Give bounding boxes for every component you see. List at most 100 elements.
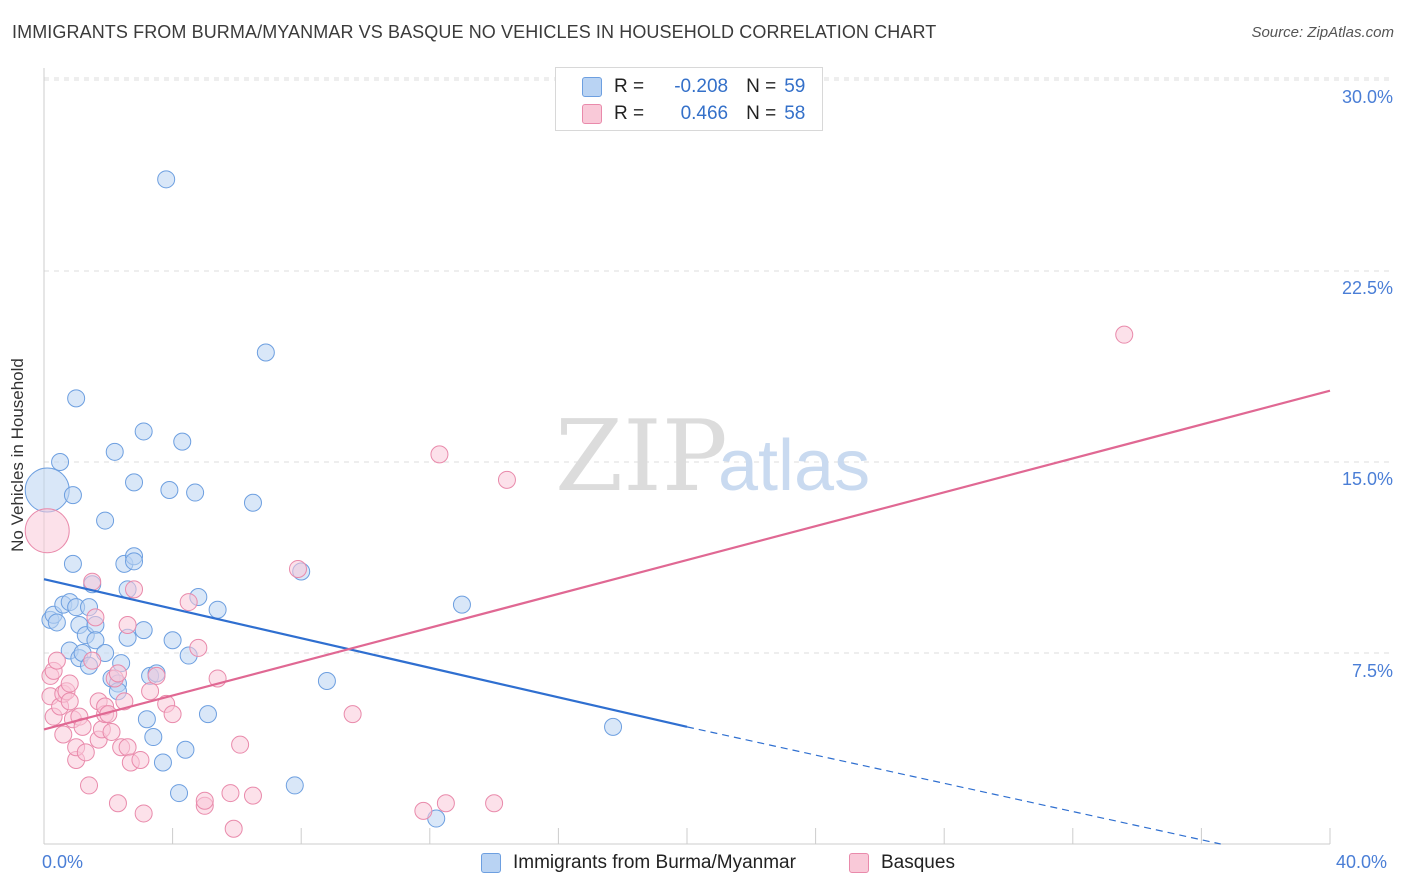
data-point: [67, 389, 86, 408]
data-point: [144, 728, 163, 747]
legend-item-basques: Basques: [849, 852, 955, 874]
y-axis-label: No Vehicles in Household: [8, 358, 27, 552]
data-point: [137, 710, 156, 729]
trend-line-burma: [43, 578, 688, 728]
data-point: [285, 776, 304, 795]
x-tick-label: 0.0%: [42, 852, 84, 872]
data-point: [221, 784, 240, 803]
data-point: [189, 638, 208, 657]
legend-item-burma: Immigrants from Burma/Myanmar: [481, 852, 796, 874]
data-point: [63, 554, 82, 573]
data-point: [179, 593, 198, 612]
data-point: [63, 486, 82, 505]
data-point: [1115, 325, 1134, 344]
legend-swatch-pink: [582, 104, 602, 124]
data-point: [436, 794, 455, 813]
r-value: 0.466: [680, 103, 729, 124]
data-point: [186, 483, 205, 502]
data-point: [125, 580, 144, 599]
data-point: [430, 445, 449, 464]
data-point: [83, 572, 102, 591]
correlation-legend: R = -0.208 N = 59 R = 0.466 N = 58: [555, 67, 823, 131]
data-point: [243, 493, 262, 512]
data-point: [231, 735, 250, 754]
data-point: [147, 666, 166, 685]
data-point: [134, 422, 153, 441]
axes: [43, 68, 1331, 845]
n-value: 59: [784, 76, 806, 97]
n-label: N =: [746, 103, 777, 124]
legend-row-basques: R = 0.466 N = 58: [582, 101, 805, 127]
legend-label: Basques: [881, 852, 955, 873]
data-point: [153, 753, 172, 772]
r-value: -0.208: [674, 76, 729, 97]
data-point: [54, 725, 73, 744]
grid-lines: [44, 77, 1393, 654]
data-point: [115, 692, 134, 711]
data-point: [414, 801, 433, 820]
data-point: [497, 470, 516, 489]
data-point: [452, 595, 471, 614]
legend-swatch-blue: [481, 853, 501, 873]
data-point: [80, 776, 99, 795]
watermark: ZIP atlas: [555, 400, 870, 514]
data-point: [163, 631, 182, 650]
data-point: [76, 743, 95, 762]
data-point: [86, 631, 105, 650]
data-point: [83, 651, 102, 670]
n-value: 58: [784, 103, 806, 124]
data-point: [51, 453, 70, 471]
data-point: [47, 613, 66, 632]
data-point: [134, 621, 153, 640]
trend-line-burma-extension: [686, 726, 1221, 845]
data-point: [102, 722, 121, 741]
data-point: [256, 343, 275, 362]
data-point: [125, 552, 144, 571]
legend-label: Immigrants from Burma/Myanmar: [513, 852, 796, 873]
y-tick-label: 15.0%: [1341, 469, 1393, 489]
y-tick-label: 22.5%: [1341, 278, 1393, 298]
data-point: [160, 481, 179, 500]
y-tick-label: 30.0%: [1341, 87, 1393, 107]
data-points: [24, 170, 1134, 838]
legend-swatch-blue: [582, 77, 602, 97]
chart-title: IMMIGRANTS FROM BURMA/MYANMAR VS BASQUE …: [12, 22, 937, 42]
data-point: [96, 511, 115, 530]
data-point: [108, 794, 127, 813]
data-point: [195, 791, 214, 810]
data-point: [243, 786, 262, 805]
data-point: [224, 819, 243, 838]
data-point: [131, 750, 150, 769]
x-tick-label: 40.0%: [1336, 852, 1388, 872]
data-point: [47, 651, 66, 670]
legend-swatch-pink: [849, 853, 869, 873]
trend-lines: [43, 389, 1331, 845]
data-point: [108, 664, 127, 683]
data-point: [86, 608, 105, 627]
data-point: [141, 682, 160, 701]
n-label: N =: [746, 76, 777, 97]
data-point: [176, 740, 195, 759]
data-point: [60, 692, 79, 711]
trend-line-basques: [43, 389, 1331, 731]
data-point: [118, 738, 137, 757]
watermark-atlas: atlas: [718, 426, 870, 506]
data-point: [125, 473, 144, 492]
data-point: [134, 804, 153, 823]
y-tick-label: 7.5%: [1351, 661, 1393, 681]
data-point: [288, 559, 307, 578]
data-point: [198, 705, 217, 724]
data-point: [317, 672, 336, 691]
data-point: [173, 432, 192, 451]
data-point: [118, 615, 137, 634]
data-point: [343, 705, 362, 724]
data-point: [60, 674, 79, 693]
data-point: [163, 705, 182, 724]
data-point: [105, 442, 124, 461]
data-point: [604, 717, 623, 736]
data-point: [157, 170, 176, 189]
data-point: [208, 600, 227, 619]
data-point: [24, 467, 70, 513]
r-label: R =: [614, 76, 645, 97]
